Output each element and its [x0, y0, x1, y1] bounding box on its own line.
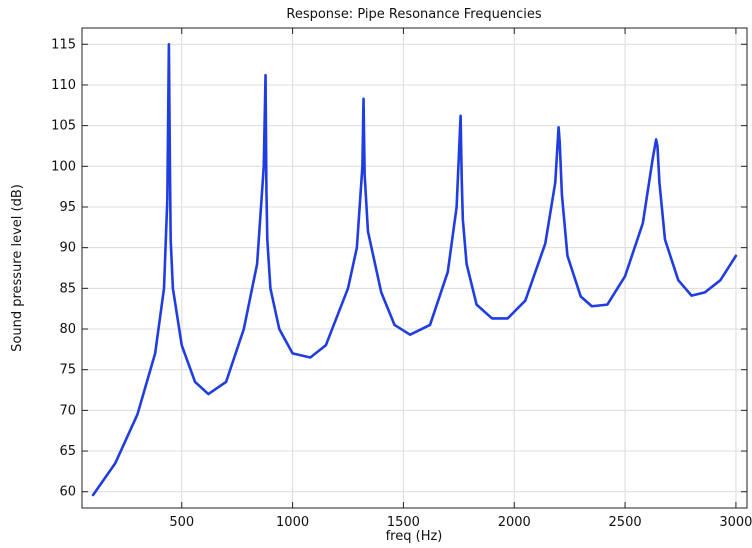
- y-tick-label: 75: [59, 363, 76, 378]
- y-tick-label: 115: [51, 37, 76, 52]
- y-tick-label: 85: [59, 281, 76, 296]
- series-line: [91, 42, 738, 497]
- x-tick-label: 3000: [719, 515, 752, 530]
- grid-layer: [82, 28, 747, 508]
- x-tick-label: 1500: [387, 515, 420, 530]
- x-axis-title: freq (Hz): [386, 529, 443, 544]
- y-tick-label: 80: [59, 322, 76, 337]
- y-tick-label: 100: [51, 159, 76, 174]
- y-tick-label: 65: [59, 444, 76, 459]
- y-tick-label: 95: [59, 200, 76, 215]
- y-tick-label: 70: [59, 403, 76, 418]
- y-axis-title: Sound pressure level (dB): [10, 184, 25, 352]
- y-tick-label: 110: [51, 78, 76, 93]
- y-tick-label: 60: [59, 485, 76, 500]
- series-layer: [91, 42, 738, 497]
- plot-frame: [81, 27, 748, 509]
- x-tick-label: 1000: [276, 515, 309, 530]
- y-tick-label: 105: [51, 119, 76, 134]
- x-tick-label: 2500: [609, 515, 642, 530]
- x-tick-label: 2000: [498, 515, 531, 530]
- y-tick-label: 90: [59, 241, 76, 256]
- chart-title: Response: Pipe Resonance Frequencies: [286, 7, 541, 22]
- tick-layer: 500 1000 1500 2000 2500 3000 60 65 70 75 80 85 90 95 1…: [51, 28, 752, 530]
- x-tick-label: 500: [169, 515, 194, 530]
